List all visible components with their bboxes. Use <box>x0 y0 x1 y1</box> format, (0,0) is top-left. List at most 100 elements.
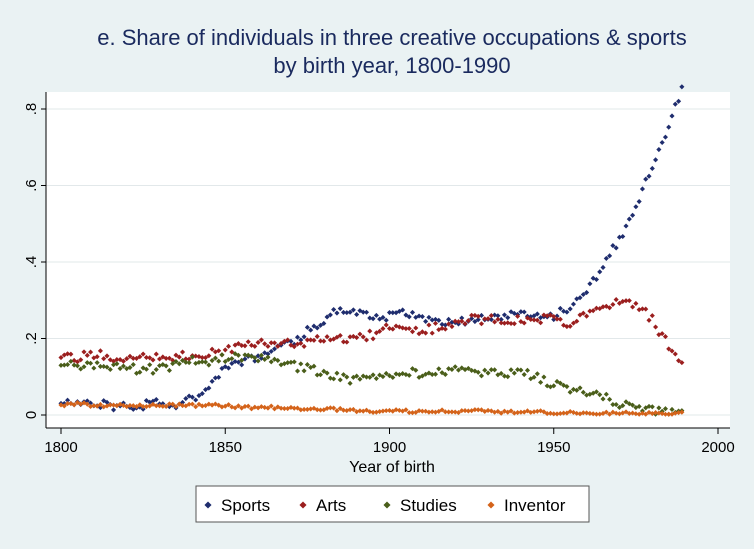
data-point-studies <box>173 359 179 365</box>
data-point-arts <box>301 343 307 349</box>
data-point-inventor <box>143 403 149 410</box>
data-point-arts <box>242 343 248 349</box>
data-point-sports <box>347 309 353 315</box>
data-point-inventor <box>268 403 274 409</box>
data-point-arts <box>84 352 90 358</box>
data-point-studies <box>196 359 202 365</box>
data-point-arts <box>531 317 537 323</box>
data-point-studies <box>216 358 222 364</box>
data-point-arts <box>465 318 471 324</box>
data-point-inventor <box>111 402 117 408</box>
data-point-studies <box>97 363 103 370</box>
data-point-arts <box>347 334 353 340</box>
legend-label-inventor: Inventor <box>504 496 566 515</box>
data-point-arts <box>630 304 636 310</box>
data-point-studies <box>465 365 471 371</box>
data-point-arts <box>400 325 406 331</box>
data-point-studies <box>143 366 149 372</box>
data-point-inventor <box>452 409 458 415</box>
chart-subtitle: by birth year, 1800-1990 <box>273 53 510 78</box>
data-point-studies <box>147 362 153 368</box>
data-point-studies <box>518 367 524 373</box>
data-point-arts <box>363 337 370 343</box>
data-point-studies <box>327 375 333 381</box>
data-point-arts <box>672 351 678 357</box>
data-point-arts <box>390 326 396 332</box>
data-point-sports <box>557 305 563 311</box>
data-point-arts <box>291 344 297 350</box>
data-point-studies <box>413 367 419 373</box>
data-point-arts <box>416 331 422 337</box>
data-point-inventor <box>666 411 672 417</box>
data-point-arts <box>455 319 462 325</box>
data-point-arts <box>669 348 675 354</box>
data-point-sports <box>656 147 662 153</box>
data-point-inventor <box>331 405 337 411</box>
data-point-studies <box>505 374 511 380</box>
data-point-arts <box>649 313 655 319</box>
data-point-sports <box>386 310 393 316</box>
data-point-sports <box>383 317 389 323</box>
data-point-arts <box>403 326 409 332</box>
data-point-arts <box>78 357 84 363</box>
data-point-sports <box>498 316 504 323</box>
data-point-studies <box>649 404 655 410</box>
data-point-arts <box>386 325 393 332</box>
data-point-arts <box>459 318 465 324</box>
data-point-studies <box>620 403 626 409</box>
data-point-inventor <box>193 404 199 410</box>
data-point-studies <box>163 363 169 369</box>
data-point-studies <box>189 354 195 360</box>
data-point-studies <box>137 369 143 375</box>
data-point-studies <box>580 389 586 395</box>
data-point-sports <box>564 309 570 315</box>
data-point-studies <box>183 359 189 365</box>
data-point-inventor <box>271 406 278 412</box>
data-point-sports <box>610 243 616 249</box>
data-point-arts <box>610 301 616 308</box>
data-point-arts <box>235 341 241 347</box>
data-point-arts <box>567 323 573 329</box>
data-point-sports <box>600 264 606 270</box>
data-point-arts <box>166 355 172 361</box>
data-point-sports <box>584 289 590 296</box>
data-point-arts <box>495 316 501 322</box>
data-point-sports <box>331 307 337 313</box>
data-point-inventor <box>166 401 172 407</box>
data-point-studies <box>288 359 294 365</box>
data-point-studies <box>442 371 448 377</box>
data-point-sports <box>344 310 350 316</box>
data-point-studies <box>255 358 261 364</box>
data-point-studies <box>107 366 113 373</box>
data-point-inventor <box>508 408 514 414</box>
plot-area <box>46 92 730 428</box>
data-point-sports <box>212 375 218 381</box>
data-point-arts <box>528 316 534 323</box>
data-point-sports <box>84 398 90 404</box>
data-point-studies <box>613 402 619 408</box>
data-point-arts <box>498 320 504 326</box>
data-point-studies <box>291 359 297 365</box>
data-point-arts <box>413 325 419 331</box>
data-point-studies <box>219 352 225 358</box>
data-point-inventor <box>186 401 192 407</box>
data-point-sports <box>429 317 435 323</box>
data-point-studies <box>153 366 159 373</box>
data-point-studies <box>636 403 642 409</box>
data-point-inventor <box>189 401 195 407</box>
data-point-arts <box>511 321 517 327</box>
data-point-sports <box>239 362 245 368</box>
data-point-sports <box>294 334 301 340</box>
y-tick-label: .2 <box>23 332 40 345</box>
data-point-studies <box>337 377 343 383</box>
data-point-sports <box>350 307 356 313</box>
data-point-studies <box>117 366 123 372</box>
data-point-arts <box>225 343 232 349</box>
data-point-arts <box>202 355 209 361</box>
data-point-arts <box>623 298 629 304</box>
data-point-inventor <box>607 411 613 417</box>
y-tick-label: .4 <box>23 256 40 269</box>
data-point-arts <box>380 326 386 332</box>
data-point-arts <box>475 313 481 319</box>
data-point-arts <box>153 351 159 357</box>
